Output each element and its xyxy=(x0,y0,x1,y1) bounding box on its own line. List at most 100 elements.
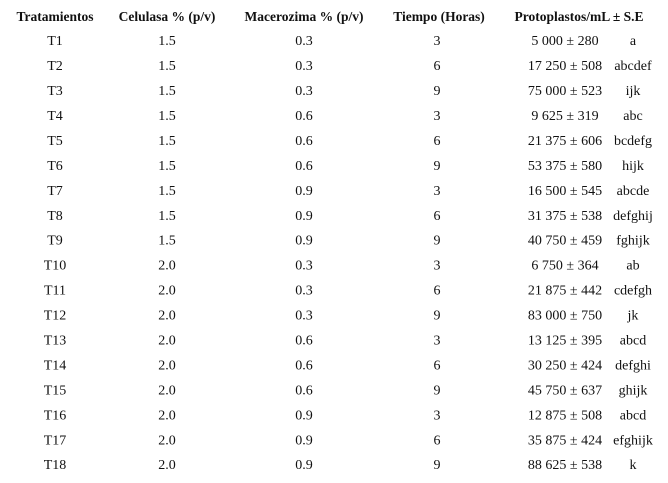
header-cell: Tratamientos xyxy=(17,9,94,24)
table-cell: 88 625 ± 538 xyxy=(528,458,602,473)
table-cell: T9 xyxy=(47,234,63,249)
table-cell: 40 750 ± 459 xyxy=(528,234,602,249)
table-cell: T12 xyxy=(44,309,67,324)
table-cell: 2.0 xyxy=(158,259,176,274)
table-cell: 3 xyxy=(434,333,441,348)
table-cell: defghij xyxy=(613,209,653,224)
table-cell: ghijk xyxy=(619,383,648,398)
table-cell: 9 xyxy=(434,458,441,473)
table-cell: 9 xyxy=(434,159,441,174)
table-cell: ijk xyxy=(626,84,641,99)
table-cell: 0.9 xyxy=(295,234,313,249)
table-cell: 45 750 ± 637 xyxy=(528,383,602,398)
table-cell: fghijk xyxy=(616,234,649,249)
table-cell: bcdefg xyxy=(614,134,652,149)
table-cell: 1.5 xyxy=(158,184,176,199)
table-cell: T11 xyxy=(44,284,66,299)
table-cell: ab xyxy=(626,259,639,274)
table-cell: 0.6 xyxy=(295,159,313,174)
table-cell: 6 xyxy=(434,209,441,224)
header-cell: Tiempo (Horas) xyxy=(393,9,485,24)
table-cell: 0.6 xyxy=(295,134,313,149)
table-cell: 1.5 xyxy=(158,209,176,224)
table-cell: T2 xyxy=(47,59,63,74)
table-cell: 3 xyxy=(434,408,441,423)
table-cell: 0.9 xyxy=(295,408,313,423)
table-cell: hijk xyxy=(622,159,644,174)
table-cell: 0.3 xyxy=(295,34,313,49)
table-cell: 3 xyxy=(434,109,441,124)
table-cell: efghijk xyxy=(613,433,653,448)
table-cell: abcd xyxy=(620,408,646,423)
table-cell: 53 375 ± 580 xyxy=(528,159,602,174)
table-cell: 1.5 xyxy=(158,34,176,49)
table-cell: T5 xyxy=(47,134,63,149)
table-cell: 83 000 ± 750 xyxy=(528,309,602,324)
table-cell: 6 xyxy=(434,284,441,299)
table-cell: 21 375 ± 606 xyxy=(528,134,602,149)
table-cell: 3 xyxy=(434,34,441,49)
table-cell: T7 xyxy=(47,184,63,199)
table-cell: 1.5 xyxy=(158,109,176,124)
table-cell: 2.0 xyxy=(158,408,176,423)
table-cell: defghi xyxy=(615,358,651,373)
table-cell: 16 500 ± 545 xyxy=(528,184,602,199)
header-cell: Celulasa % (p/v) xyxy=(119,9,216,24)
table-cell: jk xyxy=(627,309,639,324)
table-cell: 6 xyxy=(434,433,441,448)
table-cell: 0.3 xyxy=(295,284,313,299)
table-cell: 0.9 xyxy=(295,209,313,224)
table-cell: 1.5 xyxy=(158,59,176,74)
table-cell: T17 xyxy=(44,433,67,448)
table-cell: abcdef xyxy=(614,59,652,74)
table-cell: 13 125 ± 395 xyxy=(528,333,602,348)
table-cell: 3 xyxy=(434,259,441,274)
header-cell: Protoplastos/mL ± S.E xyxy=(514,9,643,24)
table-cell: 9 xyxy=(434,383,441,398)
table-cell: 31 375 ± 538 xyxy=(528,209,602,224)
table-cell: 9 625 ± 319 xyxy=(531,109,598,124)
table-cell: 35 875 ± 424 xyxy=(528,433,602,448)
table-cell: T8 xyxy=(47,209,63,224)
table-cell: 0.6 xyxy=(295,383,313,398)
table-cell: 2.0 xyxy=(158,383,176,398)
table-cell: 1.5 xyxy=(158,84,176,99)
table-cell: 1.5 xyxy=(158,134,176,149)
table-cell: 2.0 xyxy=(158,284,176,299)
table-cell: T13 xyxy=(44,333,67,348)
table-cell: abcd xyxy=(620,333,646,348)
table-cell: 6 750 ± 364 xyxy=(531,259,598,274)
table-cell: a xyxy=(630,34,637,49)
table-cell: 2.0 xyxy=(158,458,176,473)
table-cell: T14 xyxy=(44,358,67,373)
table-cell: 9 xyxy=(434,84,441,99)
table-cell: 0.6 xyxy=(295,333,313,348)
table-cell: T1 xyxy=(47,34,63,49)
table-cell: T4 xyxy=(47,109,63,124)
table-cell: 6 xyxy=(434,358,441,373)
table-cell: k xyxy=(630,458,637,473)
table-cell: 0.3 xyxy=(295,84,313,99)
table-cell: 17 250 ± 508 xyxy=(528,59,602,74)
table-cell: 0.9 xyxy=(295,458,313,473)
table-cell: 0.3 xyxy=(295,309,313,324)
header-cell: Macerozima % (p/v) xyxy=(245,9,364,24)
table-cell: 0.3 xyxy=(295,259,313,274)
table-cell: 12 875 ± 508 xyxy=(528,408,602,423)
table-cell: T15 xyxy=(44,383,67,398)
table-cell: 21 875 ± 442 xyxy=(528,284,602,299)
table-cell: 2.0 xyxy=(158,309,176,324)
table-cell: 75 000 ± 523 xyxy=(528,84,602,99)
table-cell: 6 xyxy=(434,59,441,74)
table-cell: 2.0 xyxy=(158,333,176,348)
table-cell: 0.9 xyxy=(295,433,313,448)
table-cell: 3 xyxy=(434,184,441,199)
table-cell: 6 xyxy=(434,134,441,149)
table-cell: abcde xyxy=(617,184,650,199)
table-cell: 30 250 ± 424 xyxy=(528,358,602,373)
table-cell: 5 000 ± 280 xyxy=(531,34,598,49)
table-cell: 0.9 xyxy=(295,184,313,199)
table-cell: T3 xyxy=(47,84,63,99)
table-cell: 2.0 xyxy=(158,433,176,448)
